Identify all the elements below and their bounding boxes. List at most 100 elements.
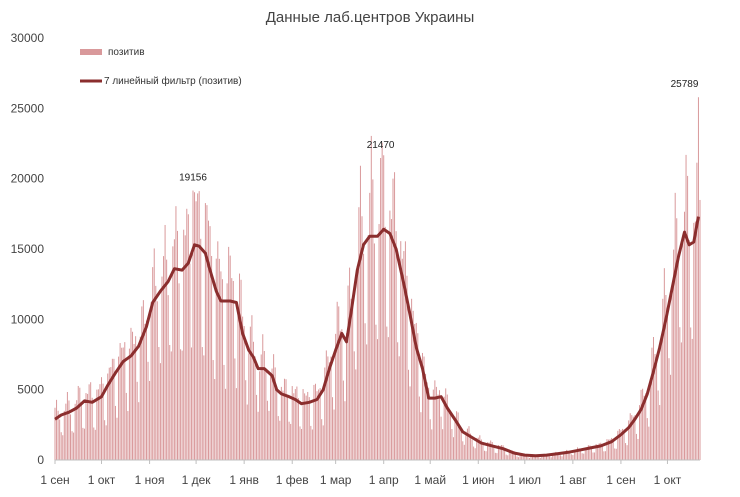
daily-bar xyxy=(124,342,126,460)
daily-bar xyxy=(221,279,223,460)
daily-bar xyxy=(96,389,98,460)
x-tick-label: 1 июл xyxy=(509,473,541,487)
daily-bar xyxy=(476,438,478,460)
daily-bar xyxy=(139,336,141,460)
daily-bar xyxy=(505,454,507,460)
daily-bar xyxy=(164,224,166,460)
daily-bar xyxy=(559,455,561,460)
daily-bar xyxy=(525,454,527,460)
peak-label: 21470 xyxy=(367,140,395,151)
daily-bar xyxy=(215,258,217,460)
daily-bar xyxy=(138,402,140,460)
daily-bar xyxy=(429,419,431,460)
daily-bar xyxy=(263,350,265,460)
bars-series xyxy=(54,97,701,461)
daily-bar xyxy=(583,453,585,460)
x-tick-label: 1 фев xyxy=(276,473,309,487)
daily-bar xyxy=(657,390,659,460)
daily-bar xyxy=(235,388,237,460)
daily-bar xyxy=(513,450,515,460)
daily-bar xyxy=(604,451,606,460)
x-tick-label: 1 сен xyxy=(40,473,69,487)
daily-bar xyxy=(671,292,673,460)
daily-bar xyxy=(316,391,318,460)
daily-bar xyxy=(637,438,639,460)
y-tick-label: 25000 xyxy=(11,101,45,115)
daily-bar xyxy=(577,447,579,460)
daily-bar xyxy=(611,437,613,460)
daily-bar xyxy=(63,410,65,460)
daily-bar xyxy=(535,455,537,460)
daily-bar xyxy=(243,326,245,460)
daily-bar xyxy=(501,444,503,460)
daily-bar xyxy=(522,453,524,460)
daily-bar xyxy=(108,367,110,460)
daily-bar xyxy=(71,431,73,460)
daily-bar xyxy=(584,447,586,460)
daily-bar xyxy=(350,298,352,460)
daily-bar xyxy=(192,190,194,460)
daily-bar xyxy=(256,394,258,460)
daily-bar xyxy=(527,457,529,460)
daily-bar xyxy=(665,295,667,460)
daily-bar xyxy=(218,258,220,460)
x-tick-label: 1 окт xyxy=(654,473,682,487)
daily-bar xyxy=(452,437,454,460)
daily-bar xyxy=(528,457,530,460)
daily-bar xyxy=(274,367,276,460)
daily-bar xyxy=(85,393,87,460)
daily-bar xyxy=(79,387,81,460)
daily-bar xyxy=(642,388,644,460)
daily-bar xyxy=(242,316,244,460)
daily-bar xyxy=(445,388,447,460)
y-axis: 0 5000 10000 15000 20000 25000 30000 xyxy=(11,31,45,467)
daily-bar xyxy=(358,207,360,460)
daily-bar xyxy=(420,412,422,460)
daily-bar xyxy=(184,235,186,460)
daily-bar xyxy=(175,206,177,460)
daily-bar xyxy=(538,457,540,460)
daily-bar xyxy=(135,336,137,460)
daily-bar xyxy=(563,452,565,460)
y-tick-label: 0 xyxy=(37,453,44,467)
daily-bar xyxy=(121,347,123,460)
daily-bar xyxy=(614,448,616,460)
daily-bar xyxy=(606,439,608,460)
daily-bar xyxy=(581,453,583,460)
daily-bar xyxy=(645,393,647,460)
daily-bar xyxy=(690,327,692,460)
daily-bar xyxy=(155,285,157,460)
daily-bar xyxy=(401,258,403,460)
daily-bar xyxy=(575,449,577,460)
daily-bar xyxy=(335,333,337,460)
daily-bar xyxy=(94,429,96,460)
daily-bar xyxy=(173,239,175,460)
daily-bar xyxy=(386,326,388,460)
daily-bar xyxy=(544,453,546,460)
legend: позитив 7 линейный фильтр (позитив) xyxy=(80,47,242,87)
daily-bar xyxy=(421,352,423,460)
daily-bar xyxy=(454,416,456,460)
daily-bar xyxy=(273,354,275,460)
daily-bar xyxy=(169,345,171,460)
daily-bar xyxy=(231,278,233,460)
daily-bar xyxy=(240,279,242,460)
daily-bar xyxy=(324,367,326,460)
daily-bar xyxy=(496,453,498,460)
daily-bar xyxy=(654,354,656,460)
daily-bar xyxy=(383,155,385,461)
x-tick-label: 1 сен xyxy=(606,473,635,487)
daily-bar xyxy=(617,430,619,460)
daily-bar xyxy=(203,355,205,460)
daily-bar xyxy=(590,448,592,460)
daily-bar xyxy=(285,379,287,460)
daily-bar xyxy=(408,369,410,460)
daily-bar xyxy=(268,410,270,460)
daily-bar xyxy=(603,451,605,460)
daily-bar xyxy=(533,454,535,460)
daily-bar xyxy=(674,192,676,460)
daily-bar xyxy=(493,446,495,460)
daily-bar xyxy=(626,445,628,460)
daily-bar xyxy=(172,246,174,460)
daily-bar xyxy=(632,416,634,460)
